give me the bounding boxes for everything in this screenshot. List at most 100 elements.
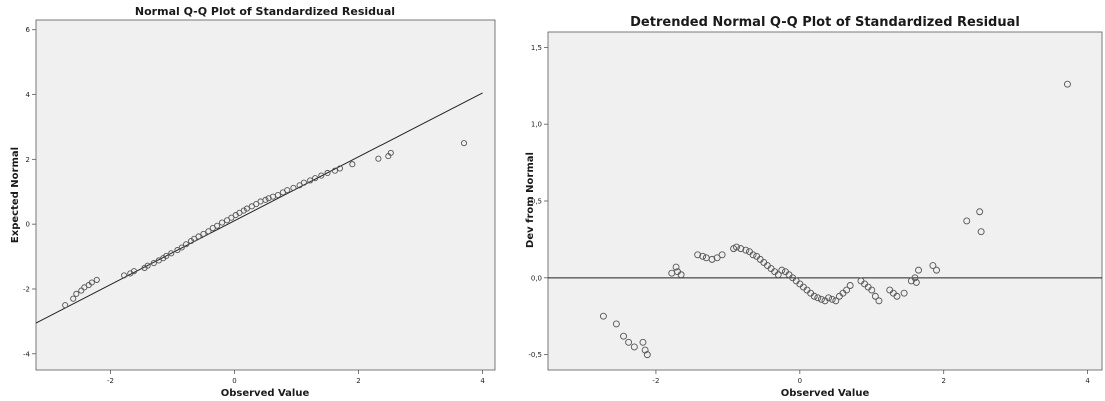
data-point [460, 140, 468, 147]
data-point [900, 289, 908, 297]
data-point [200, 230, 207, 237]
data-point [733, 243, 740, 251]
data-point [612, 320, 620, 328]
data-point [977, 228, 985, 236]
y-tick-label: 4 [26, 91, 31, 99]
data-point [336, 165, 343, 172]
y-tick-label: 1,0 [531, 121, 542, 129]
y-tick-label: -4 [23, 350, 31, 358]
data-point [78, 287, 85, 294]
data-point [93, 276, 100, 283]
data-point [630, 343, 638, 351]
data-point [832, 297, 840, 305]
data-point [174, 247, 181, 254]
data-point [205, 228, 212, 235]
data-point [62, 302, 69, 309]
data-point [240, 207, 247, 214]
data-point [933, 266, 940, 274]
data-point [742, 246, 750, 254]
data-point [375, 155, 382, 162]
data-point [214, 222, 221, 229]
detrended-qq-points [599, 80, 1071, 359]
data-point [307, 177, 314, 184]
detrended-qq-chart: Detrended Normal Q-Q Plot of Standardize… [525, 15, 1103, 399]
data-point [868, 286, 876, 294]
data-point [296, 182, 303, 189]
data-point [643, 351, 651, 359]
y-tick-label: -2 [23, 285, 30, 293]
data-point [144, 262, 151, 269]
x-tick-label: 2 [356, 377, 360, 385]
data-point [290, 184, 297, 191]
x-tick-label: 2 [941, 377, 945, 385]
normal-qq-plot-area [35, 19, 496, 371]
data-point [911, 274, 919, 282]
y-tick-label: 0,5 [531, 198, 542, 206]
data-point [150, 260, 157, 267]
data-point [778, 266, 786, 274]
data-point [708, 255, 716, 263]
x-tick-label: -2 [652, 377, 659, 385]
data-point [929, 262, 937, 269]
x-tick-label: -2 [107, 377, 114, 385]
normal-qq-ticks: -2 0 2 4 -4 -2 0 2 4 6 [23, 26, 485, 385]
data-point [699, 252, 707, 260]
normal-qq-ylabel: Expected Normal [10, 147, 21, 243]
data-point [70, 295, 77, 302]
y-tick-label: 0 [26, 221, 30, 229]
data-point [262, 196, 269, 203]
data-point [774, 271, 782, 279]
data-point [228, 214, 235, 221]
detrended-qq-ticks: -2 0 2 4 -0,5 0,0 0,5 1,0 1,5 [528, 44, 1090, 385]
data-point [737, 245, 745, 253]
data-point [88, 279, 95, 286]
normal-qq-xlabel: Observed Value [221, 388, 310, 399]
data-point [963, 217, 971, 225]
data-point [331, 167, 339, 174]
data-point [672, 263, 680, 271]
data-point [349, 161, 356, 168]
data-point [814, 294, 822, 302]
data-point [620, 332, 627, 340]
y-tick-label: -0,5 [528, 351, 542, 359]
y-tick-label: 0,0 [531, 274, 542, 282]
data-point [915, 266, 922, 274]
data-point [312, 175, 319, 182]
data-point [677, 271, 685, 279]
data-point [976, 208, 984, 216]
data-point [875, 297, 883, 305]
y-tick-label: 6 [26, 26, 31, 34]
data-point [163, 252, 170, 259]
data-point [893, 292, 901, 300]
y-tick-label: 1,5 [531, 44, 542, 52]
data-point [318, 172, 325, 179]
normal-qq-points [62, 140, 468, 309]
data-point [846, 282, 854, 289]
data-point [253, 201, 260, 208]
data-point [599, 312, 607, 320]
detrended-qq-ylabel: Dev from Normal [525, 152, 536, 248]
data-point [195, 233, 202, 240]
data-point [168, 250, 175, 257]
data-point [284, 187, 291, 194]
x-tick-label: 0 [798, 377, 802, 385]
x-tick-label: 4 [480, 377, 485, 385]
data-point [749, 251, 757, 259]
data-point [324, 169, 331, 177]
normal-qq-reference-line [35, 92, 483, 324]
data-point [843, 286, 851, 294]
data-point [73, 290, 80, 297]
data-point [274, 191, 281, 199]
data-point [871, 292, 879, 300]
normal-qq-title: Normal Q-Q Plot of Standardized Residual [135, 5, 395, 18]
data-point [810, 292, 818, 300]
data-point [828, 295, 836, 303]
normal-qq-chart: Normal Q-Q Plot of Standardized Residual… [10, 5, 496, 399]
data-point [121, 272, 128, 279]
data-point [178, 244, 185, 251]
data-point [718, 251, 726, 259]
data-point [243, 205, 250, 212]
data-point [223, 217, 231, 224]
detrended-qq-plot-area [547, 31, 1103, 371]
